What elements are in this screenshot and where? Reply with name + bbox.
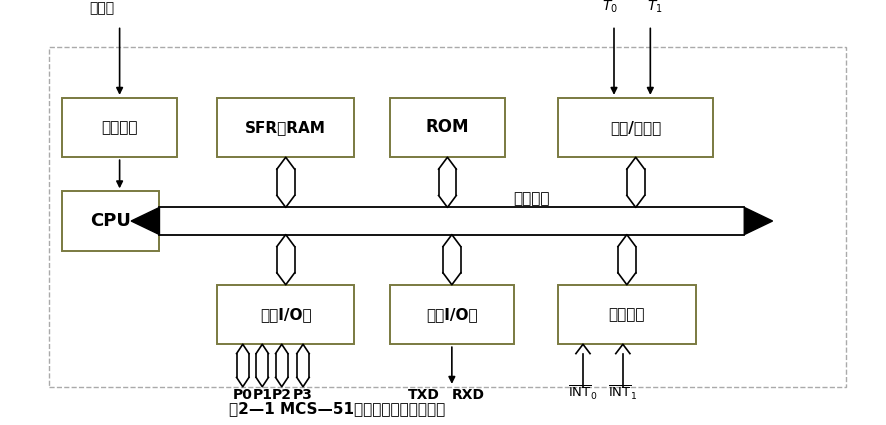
Text: 串行I/O口: 串行I/O口 — [426, 307, 478, 322]
Text: P2: P2 — [272, 388, 291, 402]
Polygon shape — [744, 207, 773, 235]
Bar — [217, 285, 354, 344]
Text: P3: P3 — [293, 388, 313, 402]
Text: ROM: ROM — [425, 119, 470, 136]
Text: 时钟电路: 时钟电路 — [101, 120, 138, 135]
Text: $T_0$: $T_0$ — [602, 0, 618, 15]
Text: $\overline{\rm INT}_0$: $\overline{\rm INT}_0$ — [568, 383, 598, 402]
Text: 中断系统: 中断系统 — [609, 307, 645, 322]
Bar — [49, 47, 846, 387]
Text: 并行I/O口: 并行I/O口 — [260, 307, 312, 322]
Bar — [558, 98, 713, 157]
Text: P1: P1 — [253, 388, 272, 402]
Text: P0: P0 — [233, 388, 253, 402]
Bar — [217, 98, 354, 157]
Bar — [390, 98, 505, 157]
Bar — [62, 191, 159, 251]
Text: $T_1$: $T_1$ — [647, 0, 663, 15]
Bar — [62, 98, 177, 157]
Text: $\overline{\rm INT}_1$: $\overline{\rm INT}_1$ — [609, 383, 637, 402]
Text: TXD: TXD — [408, 388, 439, 402]
Polygon shape — [131, 207, 159, 235]
Bar — [390, 285, 514, 344]
Text: 系统总线: 系统总线 — [513, 191, 550, 206]
Text: CPU: CPU — [90, 212, 131, 230]
Text: SFR和RAM: SFR和RAM — [245, 120, 326, 135]
Text: 定时/计数器: 定时/计数器 — [610, 120, 661, 135]
Text: 时钟源: 时钟源 — [89, 1, 114, 15]
Text: RXD: RXD — [451, 388, 485, 402]
Text: 图2—1 MCS—51单片机的功能模块框图: 图2—1 MCS—51单片机的功能模块框图 — [229, 402, 445, 416]
Bar — [558, 285, 696, 344]
